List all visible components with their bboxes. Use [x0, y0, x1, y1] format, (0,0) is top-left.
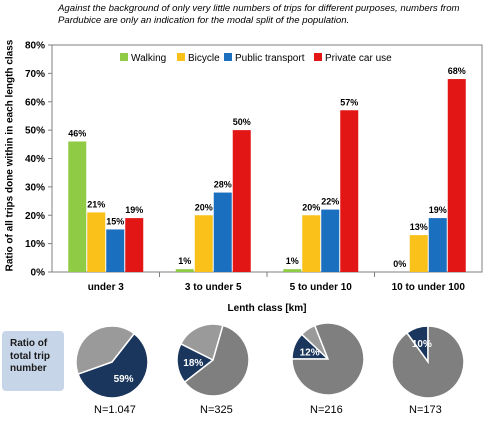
pie-slice [179, 323, 224, 362]
x-tick-label: 5 to under 10 [290, 282, 353, 293]
data-label: 68% [448, 66, 466, 76]
data-label: 22% [321, 197, 339, 207]
bar [213, 192, 232, 272]
bar [302, 215, 321, 272]
data-label: 19% [429, 205, 447, 215]
x-tick-label: under 3 [88, 282, 125, 293]
bar [232, 130, 251, 272]
y-tick-label: 70% [25, 69, 45, 80]
bar [68, 141, 87, 272]
data-label: 1% [178, 256, 191, 266]
bar [125, 218, 144, 272]
y-tick-label: 50% [25, 126, 45, 137]
pie-slice [391, 325, 465, 399]
y-tick-label: 20% [25, 211, 45, 222]
pie-slice [176, 342, 215, 384]
data-label: 15% [106, 216, 124, 226]
bar [87, 212, 106, 272]
legend-swatch [177, 53, 185, 61]
y-tick-label: 60% [25, 97, 45, 108]
pie-n-label: N=216 [310, 404, 343, 416]
pie-data-label: 18% [183, 358, 203, 369]
y-tick-label: 40% [25, 154, 45, 165]
pie-slice [291, 322, 365, 396]
pie-data-label: 59% [114, 374, 134, 385]
data-label: 46% [68, 128, 86, 138]
pie-n-label: N=1.047 [94, 404, 136, 416]
y-tick-label: 80% [25, 41, 45, 52]
bar [321, 209, 340, 272]
bar [428, 218, 447, 272]
pie-n-label: N=325 [200, 404, 233, 416]
bar [106, 229, 125, 272]
y-tick-label: 0% [31, 268, 46, 279]
legend-label: Bicycle [188, 53, 220, 64]
bar [447, 79, 466, 272]
y-tick-label: 30% [25, 182, 45, 193]
legend-label: Walking [131, 53, 166, 64]
ratio-label: Ratio of total trip number [10, 338, 50, 374]
data-label: 20% [195, 202, 213, 212]
data-label: 19% [125, 205, 143, 215]
legend-swatch [120, 53, 128, 61]
data-label: 57% [340, 97, 358, 107]
chart-note: Against the background of only very litt… [58, 3, 460, 26]
bar [175, 269, 194, 272]
data-label: 13% [410, 222, 428, 232]
y-tick-label: 10% [25, 239, 45, 250]
x-tick-label: 3 to under 5 [185, 282, 242, 293]
data-label: 28% [214, 180, 232, 190]
data-label: 0% [393, 259, 406, 269]
legend-swatch [224, 53, 232, 61]
x-tick-label: 10 to under 100 [392, 282, 466, 293]
bar [409, 235, 428, 272]
pie-data-label: 12% [300, 348, 320, 359]
pie-data-label: 10% [412, 339, 432, 350]
pie-n-label: N=173 [409, 404, 442, 416]
x-axis-title: Lenth class [km] [228, 303, 307, 314]
pie-slice [75, 325, 136, 376]
ratio-label-box [2, 331, 64, 391]
data-label: 1% [286, 256, 299, 266]
legend-label: Public transport [235, 53, 305, 64]
bar-chart: 0%10%20%30%40%50%60%70%80%46%21%15%19%un… [25, 41, 483, 314]
pie-slice [77, 332, 149, 399]
data-label: 21% [87, 199, 105, 209]
data-label: 20% [302, 202, 320, 212]
legend-swatch [314, 53, 322, 61]
legend-label: Private car use [325, 53, 392, 64]
data-label: 50% [233, 117, 251, 127]
pie-slice [183, 324, 250, 397]
bar [340, 110, 359, 272]
bar [194, 215, 213, 272]
bar [283, 269, 302, 272]
